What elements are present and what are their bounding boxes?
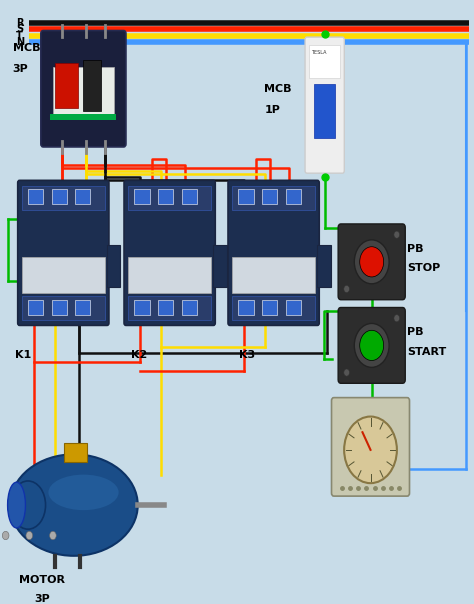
Bar [83,60,101,111]
Bar [28,300,43,315]
FancyBboxPatch shape [338,224,405,300]
Text: MCB: MCB [12,43,40,53]
Text: MOTOR: MOTOR [19,574,65,585]
Bar [135,300,150,315]
Text: PB: PB [407,243,424,254]
Text: 3P: 3P [12,64,28,74]
Text: T: T [16,31,23,41]
FancyBboxPatch shape [331,397,410,496]
Bar [232,257,315,293]
Bar [286,300,301,315]
Text: K3: K3 [239,350,255,360]
FancyBboxPatch shape [305,37,344,173]
Bar [262,188,277,204]
Circle shape [344,286,349,292]
Bar [52,188,67,204]
Bar [128,257,211,293]
Text: TESLA: TESLA [311,50,326,56]
Text: K1: K1 [15,350,31,360]
Bar [128,186,211,210]
Bar [213,245,227,287]
FancyBboxPatch shape [18,181,109,326]
Bar [107,245,120,287]
Text: K2: K2 [131,350,147,360]
Text: 1P: 1P [264,105,280,115]
FancyBboxPatch shape [228,181,319,326]
Text: START: START [407,347,447,357]
Bar [238,300,254,315]
Circle shape [360,246,383,277]
Bar [286,188,301,204]
Circle shape [354,323,389,367]
Bar [232,186,315,210]
Bar [262,300,277,315]
Text: PB: PB [407,327,424,337]
Circle shape [394,315,400,322]
Text: MCB: MCB [264,84,292,94]
Bar [318,245,330,287]
Bar [158,188,173,204]
Circle shape [354,240,389,284]
Bar [22,296,105,320]
Bar [182,188,197,204]
Bar [232,296,315,320]
FancyBboxPatch shape [338,307,405,384]
Bar [22,257,105,293]
FancyBboxPatch shape [124,181,215,326]
Bar [238,188,254,204]
FancyBboxPatch shape [41,31,126,147]
Circle shape [26,532,33,540]
Bar [182,300,197,315]
Text: N: N [16,37,25,48]
Bar [53,68,114,117]
Circle shape [344,417,397,483]
Circle shape [50,532,56,540]
Ellipse shape [8,482,26,528]
Bar [64,443,87,462]
Bar [55,63,78,108]
Bar [52,300,67,315]
Text: STOP: STOP [407,263,440,273]
Ellipse shape [48,475,119,510]
Circle shape [344,369,349,376]
Bar [135,188,150,204]
Circle shape [2,532,9,540]
Circle shape [360,330,383,361]
Bar [28,188,43,204]
Text: R: R [16,18,24,28]
Bar [310,45,340,79]
Bar [314,85,335,138]
Text: 3P: 3P [34,594,50,604]
Bar [22,186,105,210]
Circle shape [394,231,400,238]
Ellipse shape [10,481,46,529]
Bar [75,300,91,315]
Bar [50,114,117,120]
Bar [128,296,211,320]
Bar [75,188,91,204]
Bar [158,300,173,315]
Text: S: S [16,24,23,34]
Ellipse shape [10,454,138,556]
